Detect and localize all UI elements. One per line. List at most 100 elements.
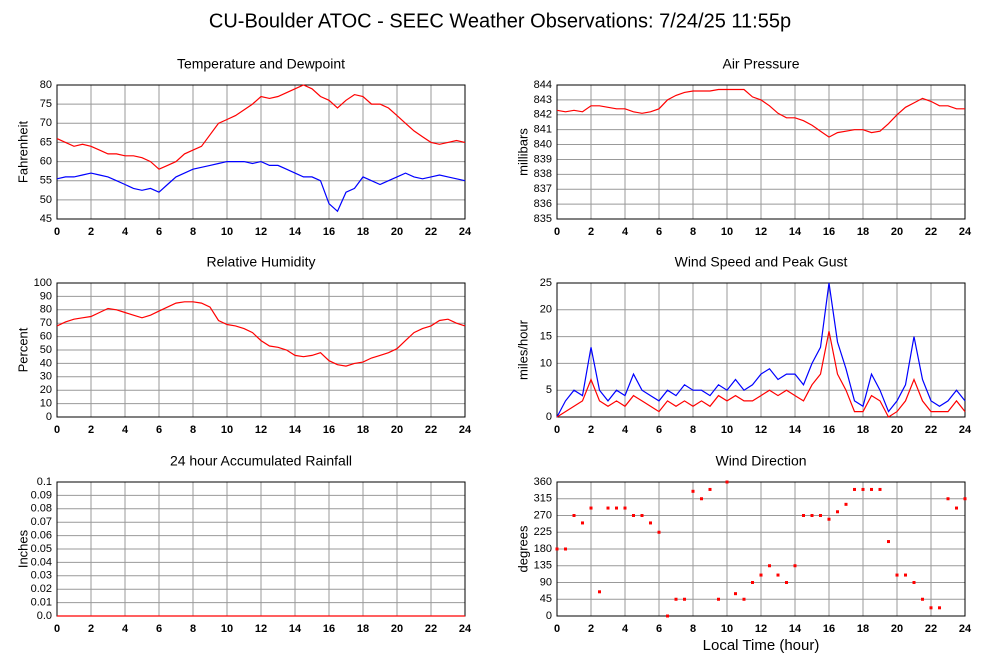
data-point: [887, 540, 890, 544]
data-point: [929, 606, 933, 610]
x-tick-label: 2: [88, 424, 94, 436]
chart-title: Temperature and Dewpoint: [177, 56, 345, 72]
x-tick-label: 14: [289, 424, 302, 436]
data-point: [555, 547, 559, 551]
x-tick-label: 16: [823, 424, 835, 436]
data-point: [606, 506, 610, 510]
y-tick-label: 360: [534, 476, 552, 488]
x-tick-label: 14: [289, 623, 302, 635]
data-point: [623, 506, 627, 510]
x-tick-label: 14: [789, 623, 802, 635]
data-point: [615, 506, 618, 510]
x-tick-label: 6: [656, 226, 662, 238]
y-axis-label: degrees: [515, 525, 530, 572]
y-tick-label: 838: [534, 168, 552, 180]
x-tick-label: 22: [925, 226, 937, 238]
x-tick-label: 18: [357, 424, 369, 436]
x-tick-label: 24: [959, 226, 972, 238]
x-tick-label: 18: [857, 424, 869, 436]
x-tick-label: 12: [255, 623, 267, 635]
x-tick-label: 16: [323, 623, 335, 635]
y-tick-label: 60: [40, 331, 52, 343]
x-tick-label: 10: [721, 226, 733, 238]
data-point: [640, 514, 644, 517]
data-line: [56, 301, 466, 367]
x-tick-label: 22: [925, 424, 937, 436]
data-point: [810, 514, 814, 517]
chart-title: Wind Speed and Peak Gust: [675, 254, 848, 270]
x-tick-label: 2: [588, 424, 594, 436]
data-point: [700, 497, 703, 501]
y-tick-label: 0.04: [31, 556, 52, 568]
x-tick-label: 4: [622, 623, 629, 635]
x-tick-label: 22: [425, 226, 437, 238]
x-tick-label: 8: [690, 226, 696, 238]
x-tick-label: 8: [190, 226, 196, 238]
x-tick-label: 2: [588, 623, 594, 635]
y-tick-label: 25: [540, 277, 552, 289]
data-point: [895, 573, 899, 577]
data-point: [683, 597, 686, 601]
y-tick-label: 844: [534, 79, 552, 91]
y-tick-label: 0.08: [31, 503, 52, 515]
y-tick-label: 15: [540, 331, 552, 343]
data-point: [946, 497, 950, 501]
x-tick-label: 2: [88, 226, 94, 238]
data-point: [742, 597, 746, 601]
x-tick-label: 20: [891, 424, 903, 436]
plot-frame: [56, 282, 466, 418]
x-tick-label: 6: [156, 623, 162, 635]
y-tick-label: 0.06: [31, 530, 52, 542]
data-point: [691, 489, 695, 493]
y-axis-label: miles/hour: [515, 319, 530, 380]
x-tick-label: 8: [690, 623, 696, 635]
chart-title: Air Pressure: [722, 56, 799, 72]
data-point: [666, 614, 669, 618]
data-point: [878, 487, 882, 491]
data-point: [904, 573, 907, 577]
data-point: [572, 514, 576, 517]
data-point: [598, 590, 601, 594]
y-tick-label: 842: [534, 109, 552, 121]
y-tick-label: 0.0: [37, 610, 52, 622]
x-tick-label: 24: [959, 623, 972, 635]
y-tick-label: 0.07: [31, 516, 52, 528]
x-tick-label: 2: [588, 226, 594, 238]
x-tick-label: 10: [221, 226, 233, 238]
x-tick-label: 0: [554, 226, 560, 238]
x-tick-label: 0: [54, 623, 60, 635]
y-tick-label: 10: [40, 398, 52, 410]
x-tick-label: 20: [891, 226, 903, 238]
data-point: [853, 487, 856, 491]
x-tick-label: 4: [122, 623, 129, 635]
y-tick-label: 135: [534, 560, 552, 572]
x-axis-label: Local Time (hour): [703, 637, 820, 654]
y-tick-label: 0: [546, 610, 552, 622]
y-tick-label: 45: [540, 593, 552, 605]
data-point: [870, 487, 873, 491]
y-tick-label: 843: [534, 94, 552, 106]
x-tick-label: 8: [190, 424, 196, 436]
data-point: [963, 497, 967, 501]
y-tick-label: 80: [40, 304, 52, 316]
x-tick-label: 4: [622, 226, 629, 238]
x-tick-label: 16: [823, 226, 835, 238]
y-tick-label: 65: [40, 136, 52, 148]
plot-frame: [56, 84, 466, 220]
x-tick-label: 24: [459, 226, 472, 238]
y-axis-label: millibars: [515, 128, 530, 176]
x-tick-label: 10: [721, 424, 733, 436]
data-point: [912, 581, 916, 584]
x-tick-label: 18: [857, 226, 869, 238]
y-tick-label: 0.01: [31, 597, 52, 609]
y-tick-label: 841: [534, 124, 552, 136]
y-tick-label: 835: [534, 213, 552, 225]
data-line: [556, 88, 965, 138]
data-point: [836, 510, 839, 514]
x-tick-label: 14: [789, 226, 802, 238]
x-tick-label: 12: [255, 226, 267, 238]
data-point: [955, 506, 958, 510]
data-point: [717, 597, 720, 601]
y-tick-label: 840: [534, 138, 552, 150]
